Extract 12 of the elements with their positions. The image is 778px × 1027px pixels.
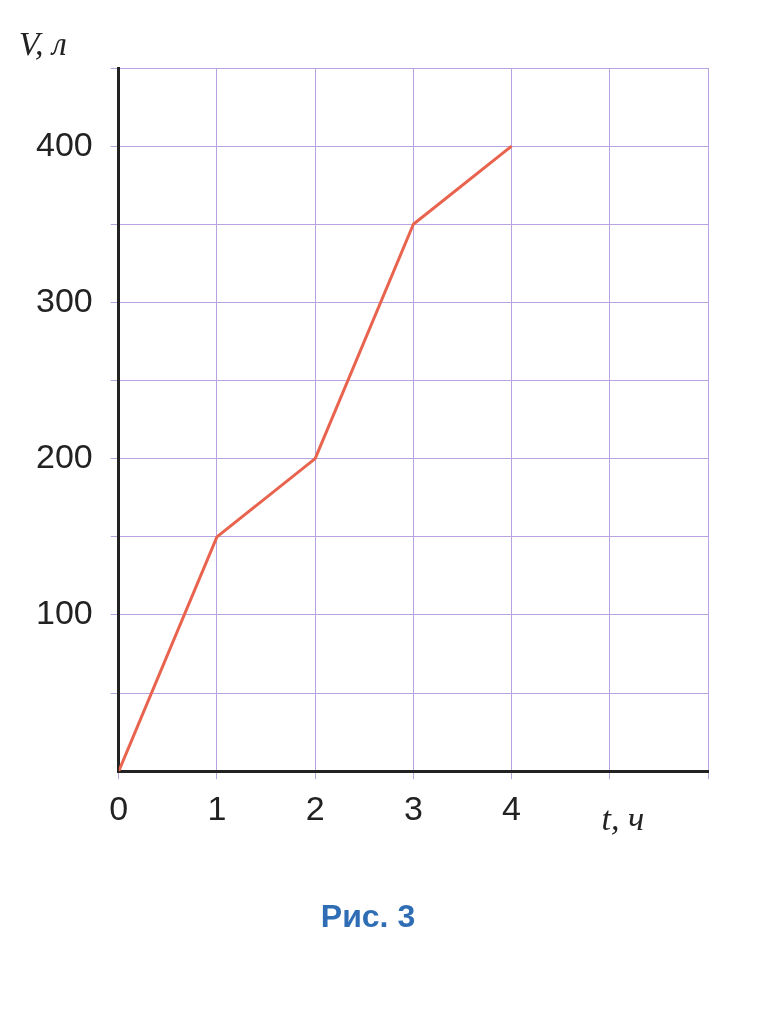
y-tick-label: 200 xyxy=(35,437,93,476)
x-axis-title: t, ч xyxy=(601,800,645,838)
x-tick-label: 1 xyxy=(207,788,227,827)
x-tick-label: 2 xyxy=(305,788,325,827)
x-tick-label: 4 xyxy=(502,788,522,827)
y-tick-label: 300 xyxy=(35,280,93,319)
text: Рис. 3 xyxy=(319,898,417,935)
x-tick-label: 3 xyxy=(403,788,423,827)
y-tick-label: 400 xyxy=(35,124,93,163)
y-tick-label: 100 xyxy=(35,593,93,632)
x-tick-label: 0 xyxy=(109,788,129,827)
y-axis-title: V, л xyxy=(18,24,67,62)
